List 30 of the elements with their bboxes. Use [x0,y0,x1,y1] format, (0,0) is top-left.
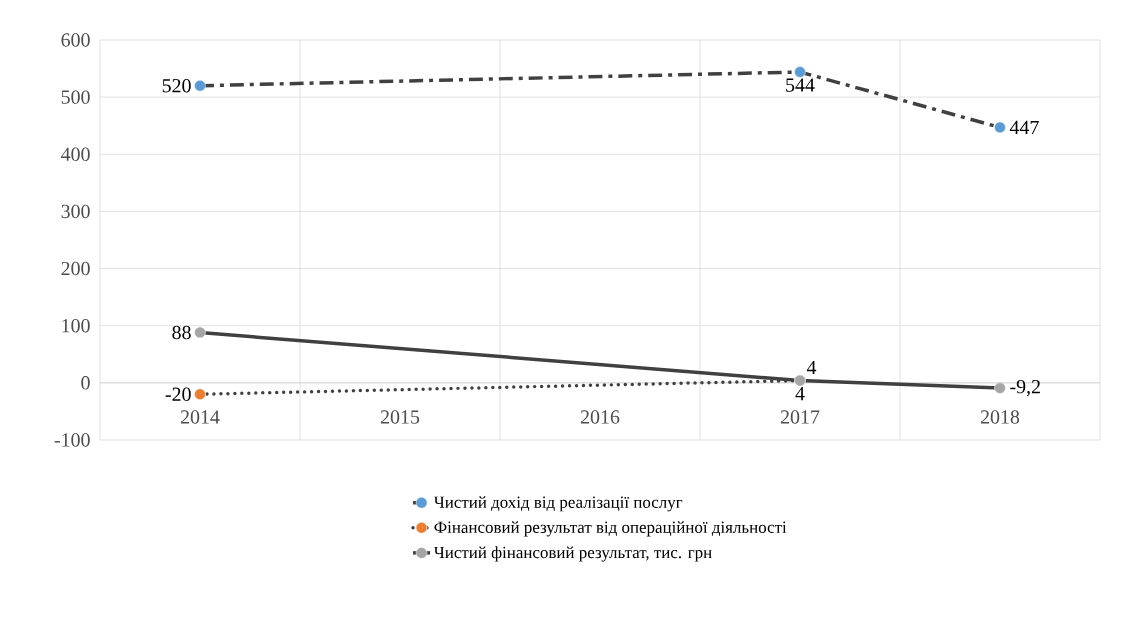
point [194,326,206,339]
data-label: 4 [795,387,805,401]
data-label: 520 [162,78,191,93]
data-label: 447 [1009,120,1039,134]
x-tick-label: 2015 [380,410,420,424]
x-tick-label: 2016 [580,410,620,424]
y-tick-label: 600 [61,33,90,47]
legend-label: Чистий дохід від реалізації послуг [433,496,683,512]
y-tick-label: 200 [61,261,90,276]
data-label: 544 [786,78,815,92]
y-tick-label: 100 [62,318,90,333]
point [994,382,1006,394]
x-tick-label: 2014 [180,410,220,424]
y-tick-label: 300 [61,204,90,219]
point [794,66,806,78]
data-label: -9,2 [1010,379,1040,397]
data-label: 4 [806,360,817,375]
y-tick-label: 500 [61,90,90,104]
point [194,79,206,92]
point [994,121,1006,134]
legend-label: Чистий фінансовий результат, тис. грн [433,546,712,562]
x-tick-label: 2018 [980,410,1020,424]
legend-label: Фінансовий результат від операційної діяльності [434,521,787,537]
data-label: 88 [172,325,191,340]
y-tick-label: -100 [54,433,90,447]
x-tick-label: 2017 [780,410,820,424]
data-label: -20 [165,387,191,401]
y-tick-label: 0 [81,376,90,390]
y-tick-label: 400 [61,147,90,161]
point [194,388,206,400]
